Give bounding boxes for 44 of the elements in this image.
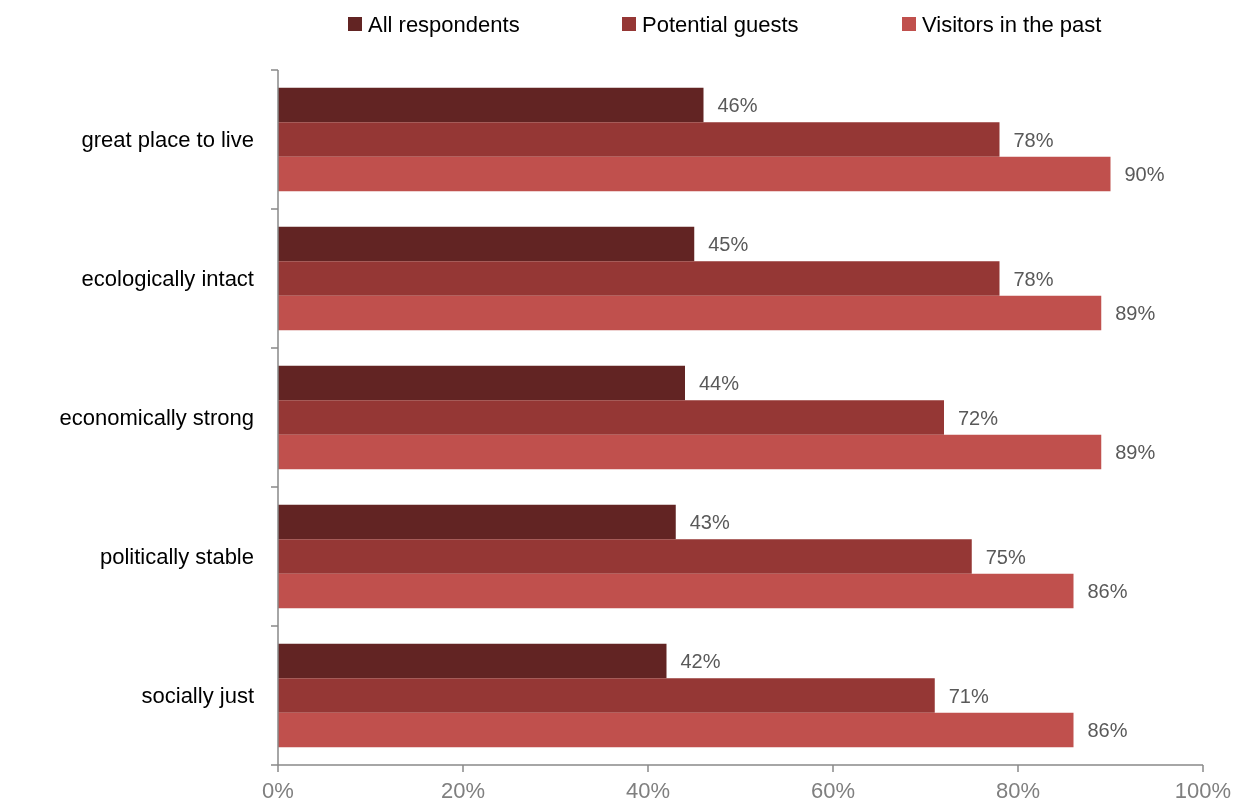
data-label: 44% [699, 372, 740, 394]
data-label: 75% [985, 545, 1026, 568]
bar [278, 573, 1074, 609]
y-tick-label: socially just [141, 682, 254, 708]
data-label: 89% [1115, 302, 1156, 324]
data-label: 72% [958, 406, 999, 429]
data-label: 78% [1013, 128, 1054, 151]
data-label: 42% [680, 650, 721, 672]
bar [278, 87, 704, 123]
x-tick-label: 40% [625, 778, 671, 803]
x-tick-label: 100% [1174, 778, 1232, 803]
y-tick-label: economically strong [59, 404, 254, 430]
bar [278, 434, 1102, 470]
y-tick-label: ecologically intact [81, 265, 254, 291]
y-tick-label: great place to live [81, 126, 254, 152]
bar [278, 365, 685, 401]
bar [278, 504, 676, 540]
bar [278, 678, 935, 713]
data-label: 46% [717, 94, 758, 116]
data-label: 45% [708, 233, 749, 255]
x-tick-label: 0% [262, 778, 294, 803]
legend-label: Potential guests [642, 12, 799, 37]
x-tick-label: 80% [995, 778, 1041, 803]
data-label: 43% [689, 511, 730, 533]
data-label: 89% [1115, 441, 1156, 463]
bar [278, 539, 972, 574]
data-label: 78% [1013, 267, 1054, 290]
data-label: 86% [1087, 580, 1128, 602]
data-label: 90% [1124, 163, 1165, 185]
bar [278, 122, 1000, 157]
bar [278, 295, 1102, 331]
bar [278, 226, 695, 262]
bar [278, 261, 1000, 296]
bar [278, 712, 1074, 748]
x-tick-label: 20% [440, 778, 486, 803]
legend-label: Visitors in the past [922, 12, 1102, 37]
bar [278, 156, 1111, 192]
legend-label: All respondents [368, 12, 520, 37]
x-tick-label: 60% [810, 778, 856, 803]
bar [278, 400, 944, 435]
bar [278, 643, 667, 679]
data-label: 86% [1087, 719, 1128, 741]
data-label: 71% [948, 684, 989, 707]
y-tick-label: politically stable [99, 543, 254, 569]
